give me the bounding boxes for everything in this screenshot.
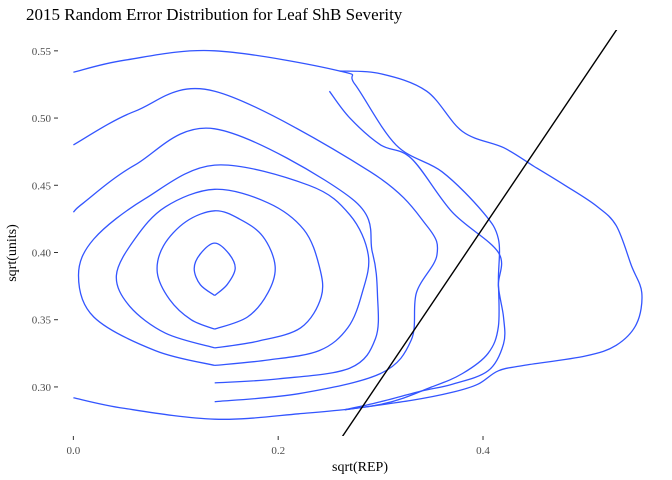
x-axis-label: sqrt(REP)	[332, 460, 388, 475]
x-tick-label: 0.0	[66, 445, 80, 457]
contour-line-1	[193, 242, 236, 297]
contour-line-2	[156, 210, 276, 330]
contour-line-4	[77, 164, 370, 367]
y-tick-label: 0.30	[32, 382, 52, 394]
x-axis: 0.0 0.2 0.4	[66, 436, 490, 457]
plot-area	[72, 30, 643, 436]
contour-line-6	[73, 87, 439, 403]
contour-line-9	[328, 90, 506, 411]
reference-line	[341, 30, 618, 436]
y-tick-label: 0.45	[32, 180, 52, 192]
y-tick-label: 0.35	[32, 315, 52, 327]
y-axis-label: sqrt(units)	[5, 224, 20, 282]
x-tick-label: 0.2	[271, 445, 285, 457]
chart-title: 2015 Random Error Distribution for Leaf …	[26, 5, 403, 24]
y-axis: 0.30 0.35 0.40 0.45 0.50 0.55	[32, 46, 58, 394]
y-tick-label: 0.55	[32, 46, 52, 58]
contour-line-8	[339, 70, 643, 411]
contour-line-3	[115, 188, 324, 349]
y-tick-label: 0.50	[32, 113, 52, 125]
contour-line-5	[72, 127, 380, 384]
x-tick-label: 0.4	[476, 445, 490, 457]
y-tick-label: 0.40	[32, 247, 52, 259]
